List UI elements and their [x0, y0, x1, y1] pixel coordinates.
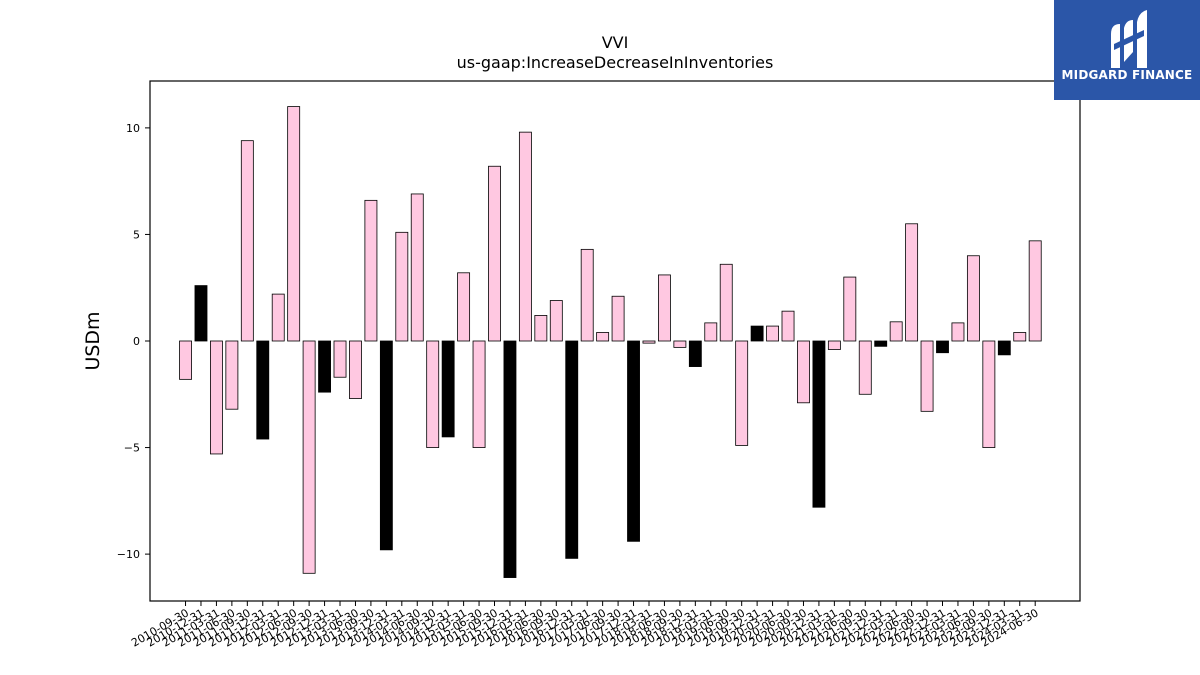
chart-subtitle: us-gaap:IncreaseDecreaseInInventories — [457, 53, 774, 72]
bar — [179, 340, 192, 380]
midgard-m-logo-icon — [1111, 10, 1147, 68]
bar — [719, 263, 733, 342]
bar — [580, 248, 594, 342]
bar — [194, 285, 208, 342]
bar — [457, 272, 471, 342]
bar — [688, 340, 702, 367]
bar — [658, 274, 671, 342]
bar — [472, 340, 486, 448]
bar — [395, 231, 409, 342]
bar — [240, 140, 254, 342]
bar — [488, 165, 501, 342]
brand-logo: MIDGARD FINANCE — [1054, 0, 1200, 100]
bar — [225, 340, 239, 410]
bar — [549, 300, 563, 342]
bar — [287, 106, 301, 342]
bar — [966, 255, 980, 342]
plot-area: 1050−5−102010-09-302010-12-312011-03-312… — [117, 80, 1081, 650]
bar — [905, 223, 919, 342]
bar — [256, 340, 270, 440]
y-tick-label: 0 — [133, 335, 140, 348]
bar — [936, 340, 949, 354]
bar — [827, 340, 841, 350]
bar — [302, 340, 316, 574]
y-axis-label: USDm — [82, 311, 104, 370]
bar — [596, 332, 610, 342]
bar — [750, 325, 764, 342]
bar — [735, 340, 749, 446]
brand-name: MIDGARD FINANCE — [1061, 68, 1193, 82]
bar — [1013, 332, 1027, 342]
y-tick-label: 5 — [133, 228, 140, 241]
bar — [889, 321, 903, 342]
bar — [951, 322, 965, 342]
bar — [858, 340, 872, 395]
bar — [534, 315, 548, 342]
bar — [920, 340, 934, 412]
bar — [704, 322, 718, 342]
bar — [364, 199, 378, 342]
bar — [318, 340, 331, 393]
y-tick-label: 10 — [126, 122, 140, 135]
bar — [441, 340, 455, 438]
y-tick-label: −5 — [124, 442, 140, 455]
bar — [410, 193, 424, 342]
bar — [333, 340, 347, 378]
bar — [565, 340, 579, 559]
bar — [379, 340, 393, 551]
bar — [673, 340, 687, 348]
bar — [781, 310, 795, 342]
bar — [503, 340, 517, 578]
bar — [349, 340, 362, 399]
bar — [518, 131, 532, 342]
bar — [997, 340, 1011, 356]
bar — [982, 340, 996, 448]
bar — [209, 340, 223, 455]
bar — [797, 340, 810, 404]
bar — [642, 340, 656, 344]
bar — [1028, 240, 1042, 342]
chart-title: VVI — [602, 33, 629, 52]
bar — [843, 276, 857, 342]
bar — [627, 340, 640, 542]
bar — [812, 340, 826, 508]
bar — [766, 325, 779, 342]
bar — [271, 293, 285, 342]
y-tick-label: −10 — [117, 548, 140, 561]
bar — [426, 340, 440, 448]
bar — [611, 295, 625, 342]
bar — [874, 340, 888, 347]
